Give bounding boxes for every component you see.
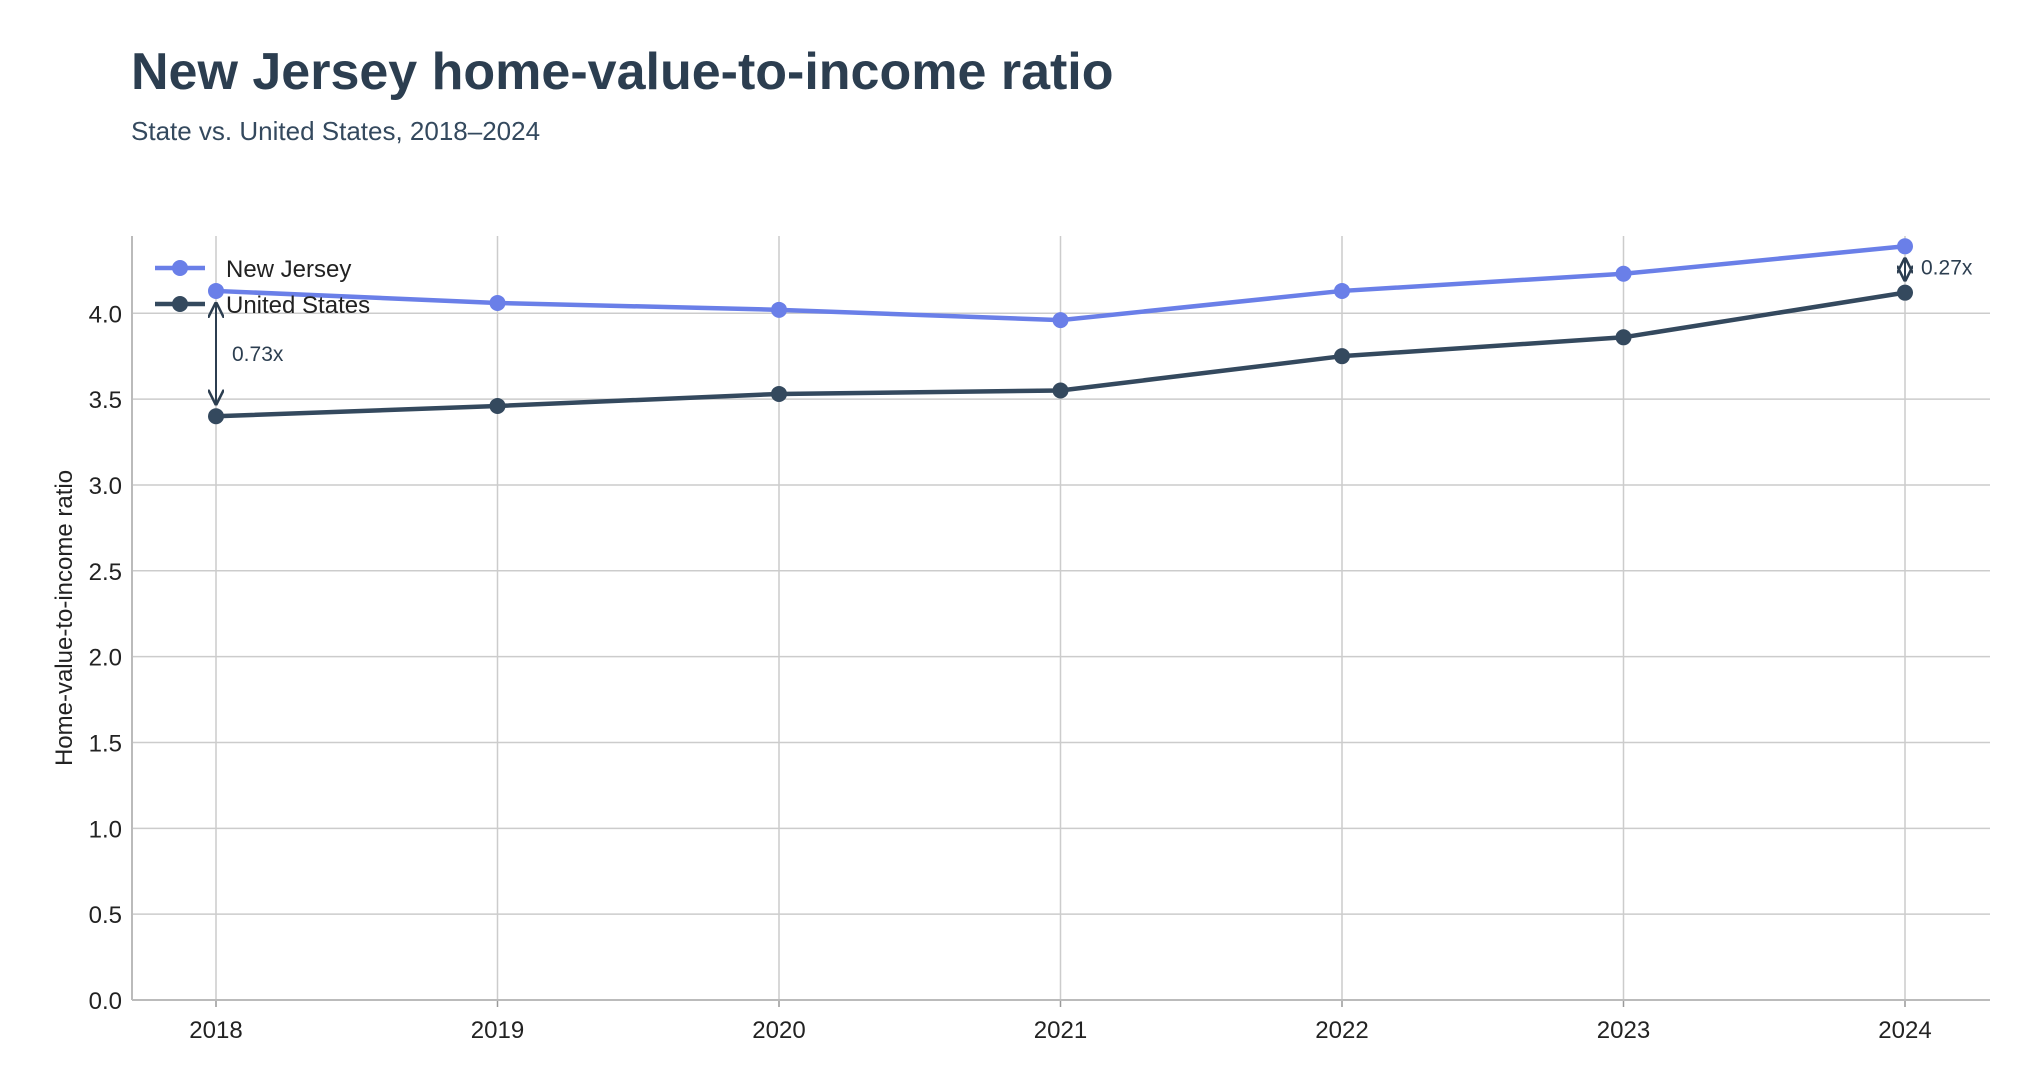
x-tick-label: 2023: [1597, 1017, 1650, 1044]
data-point: [1897, 284, 1913, 301]
data-point: [1334, 282, 1350, 299]
y-tick-label: 1.5: [89, 730, 122, 757]
annotations: 0.73x 0.27x: [216, 256, 1973, 406]
legend-label: New Jersey: [226, 256, 351, 283]
y-tick-label: 3.0: [89, 473, 122, 500]
data-point: [1052, 382, 1069, 399]
data-point: [1615, 329, 1632, 346]
y-tick-label: 0.5: [89, 902, 122, 929]
y-axis-label: Home-value-to-income ratio: [51, 470, 78, 766]
y-tick-label: 2.0: [89, 645, 122, 672]
legend: New Jersey United States: [155, 256, 370, 319]
x-tick-label: 2019: [471, 1017, 524, 1044]
data-point: [208, 282, 224, 299]
data-point: [208, 408, 224, 425]
data-point: [771, 301, 787, 318]
legend-swatch-marker: [172, 260, 188, 276]
axes: 0.0 0.5 1.0 1.5 2.0 2.5 3.0 3.5 4.0 2018 2019 2020 2…: [51, 236, 1990, 1044]
series-lines: [208, 238, 1913, 425]
chart-subtitle: State vs. United States, 2018–2024: [131, 116, 541, 146]
gap-label: 0.73x: [232, 343, 284, 366]
gridlines: [132, 236, 1990, 1000]
y-tick-label: 0.0: [89, 988, 122, 1015]
legend-swatch-marker: [172, 296, 188, 312]
data-point: [771, 385, 787, 402]
data-point: [489, 397, 506, 414]
data-point: [1897, 238, 1913, 255]
legend-label: United States: [226, 292, 370, 319]
x-tick-label: 2018: [189, 1017, 242, 1044]
data-point: [489, 294, 506, 311]
gap-label: 0.27x: [1921, 256, 1973, 279]
x-tick-label: 2022: [1315, 1017, 1368, 1044]
data-point: [1615, 265, 1632, 282]
x-tick-label: 2021: [1034, 1017, 1087, 1044]
x-tick-label: 2020: [752, 1017, 805, 1044]
x-tick-label: 2024: [1878, 1017, 1931, 1044]
data-point: [1334, 348, 1350, 365]
y-tick-label: 2.5: [89, 559, 122, 586]
data-point: [1052, 312, 1069, 329]
chart-title: New Jersey home-value-to-income ratio: [131, 43, 1114, 101]
y-tick-label: 3.5: [89, 387, 122, 414]
y-tick-label: 4.0: [89, 301, 122, 328]
y-tick-label: 1.0: [89, 816, 122, 843]
